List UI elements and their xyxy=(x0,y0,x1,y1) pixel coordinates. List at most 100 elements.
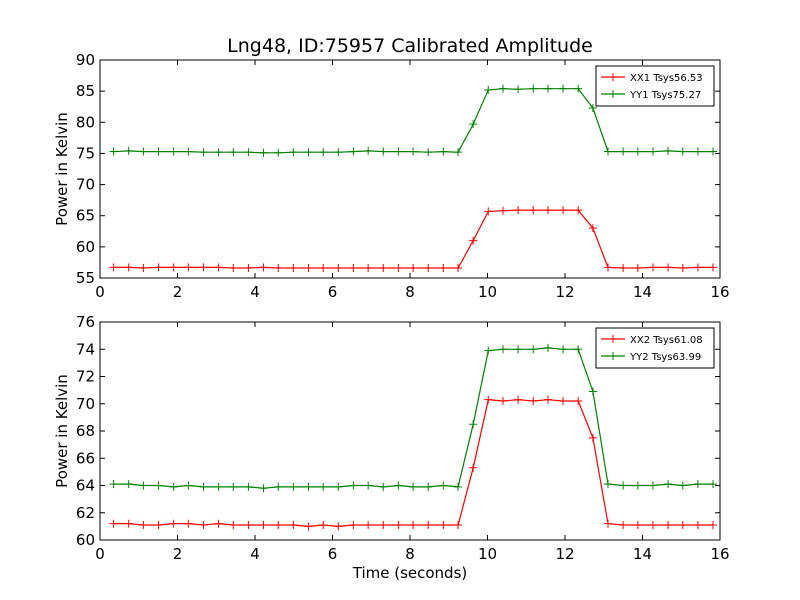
y-tick-label: 60 xyxy=(76,531,95,549)
data-point-marker xyxy=(409,147,418,156)
data-point-marker xyxy=(169,519,178,528)
data-point-marker xyxy=(124,480,133,489)
legend-label: YY1 Tsys75.27 xyxy=(629,90,701,101)
y-tick-label: 55 xyxy=(76,269,95,287)
y-tick-label: 64 xyxy=(76,477,95,495)
data-point-marker xyxy=(184,481,193,490)
chart-title: Lng48, ID:75957 Calibrated Amplitude xyxy=(227,35,593,57)
data-point-marker xyxy=(259,148,268,157)
data-point-marker xyxy=(678,521,687,530)
data-point-marker xyxy=(214,519,223,528)
data-point-marker xyxy=(304,264,313,273)
data-point-marker xyxy=(244,264,253,273)
data-point-marker xyxy=(394,521,403,530)
data-point-marker xyxy=(439,521,448,530)
data-point-marker xyxy=(154,263,163,272)
data-point-marker xyxy=(454,482,463,491)
x-axis-label: Time (seconds) xyxy=(352,564,468,582)
x-tick-label: 10 xyxy=(478,283,497,301)
data-point-marker xyxy=(214,482,223,491)
data-point-marker xyxy=(319,264,328,273)
data-point-marker xyxy=(379,264,388,273)
y-tick-label: 60 xyxy=(76,238,95,256)
data-point-marker xyxy=(424,482,433,491)
data-point-marker xyxy=(484,85,493,94)
data-point-marker xyxy=(484,346,493,355)
data-point-marker xyxy=(304,148,313,157)
data-point-marker xyxy=(709,521,718,530)
data-point-marker xyxy=(139,264,148,273)
y-tick-label: 66 xyxy=(76,449,95,467)
data-point-marker xyxy=(559,206,568,215)
x-tick-label: 2 xyxy=(173,283,183,301)
data-point-marker xyxy=(514,85,523,94)
y-tick-label: 74 xyxy=(76,340,95,358)
data-point-marker xyxy=(678,264,687,273)
data-point-marker xyxy=(529,345,538,354)
data-point-marker xyxy=(214,263,223,272)
x-tick-label: 2 xyxy=(173,545,183,563)
data-point-marker xyxy=(244,148,253,157)
x-tick-label: 10 xyxy=(478,545,497,563)
data-point-marker xyxy=(184,147,193,156)
data-point-marker xyxy=(184,263,193,272)
data-point-marker xyxy=(439,264,448,273)
x-tick-label: 4 xyxy=(250,545,260,563)
data-point-marker xyxy=(349,521,358,530)
data-point-marker xyxy=(274,264,283,273)
data-point-marker xyxy=(648,521,657,530)
data-point-marker xyxy=(678,481,687,490)
x-tick-label: 16 xyxy=(710,283,729,301)
data-point-marker xyxy=(394,264,403,273)
data-point-marker xyxy=(559,84,568,93)
data-point-marker xyxy=(364,521,373,530)
data-point-marker xyxy=(229,482,238,491)
data-point-marker xyxy=(364,146,373,155)
data-point-marker xyxy=(304,522,313,531)
data-point-marker xyxy=(619,521,628,530)
data-point-marker xyxy=(529,206,538,215)
data-point-marker xyxy=(499,206,507,215)
data-point-marker xyxy=(633,147,642,156)
data-point-marker xyxy=(588,433,597,442)
data-point-marker xyxy=(633,521,642,530)
data-point-marker xyxy=(229,148,238,157)
data-point-marker xyxy=(409,521,418,530)
y-tick-label: 70 xyxy=(76,176,95,194)
y-tick-label: 85 xyxy=(76,82,95,100)
data-point-marker xyxy=(574,206,583,215)
data-point-marker xyxy=(633,481,642,490)
data-point-marker xyxy=(543,84,552,93)
y-tick-label: 65 xyxy=(76,207,95,225)
data-point-marker xyxy=(424,148,433,157)
data-point-marker xyxy=(409,264,418,273)
y-axis-label: Power in Kelvin xyxy=(53,112,71,226)
y-tick-label: 90 xyxy=(76,51,95,69)
y-tick-label: 80 xyxy=(76,113,95,131)
data-point-marker xyxy=(709,147,718,156)
data-point-marker xyxy=(184,519,193,528)
data-point-marker xyxy=(319,482,328,491)
data-point-marker xyxy=(139,147,148,156)
x-tick-label: 0 xyxy=(95,545,105,563)
data-point-marker xyxy=(424,521,433,530)
y-tick-label: 68 xyxy=(76,422,95,440)
data-point-marker xyxy=(124,146,133,155)
y-tick-label: 72 xyxy=(76,368,95,386)
data-point-marker xyxy=(678,147,687,156)
data-point-marker xyxy=(154,481,163,490)
legend-label: YY2 Tsys63.99 xyxy=(629,352,701,363)
data-point-marker xyxy=(214,148,223,157)
data-point-marker xyxy=(259,263,268,272)
data-point-marker xyxy=(109,147,118,156)
legend-marker xyxy=(609,352,617,360)
data-point-marker xyxy=(664,521,673,530)
x-tick-label: 14 xyxy=(633,283,652,301)
data-point-marker xyxy=(664,263,673,272)
data-point-marker xyxy=(499,345,507,354)
data-point-marker xyxy=(154,147,163,156)
data-point-marker xyxy=(574,84,583,93)
data-point-marker xyxy=(604,263,613,272)
y-tick-label: 75 xyxy=(76,144,95,162)
